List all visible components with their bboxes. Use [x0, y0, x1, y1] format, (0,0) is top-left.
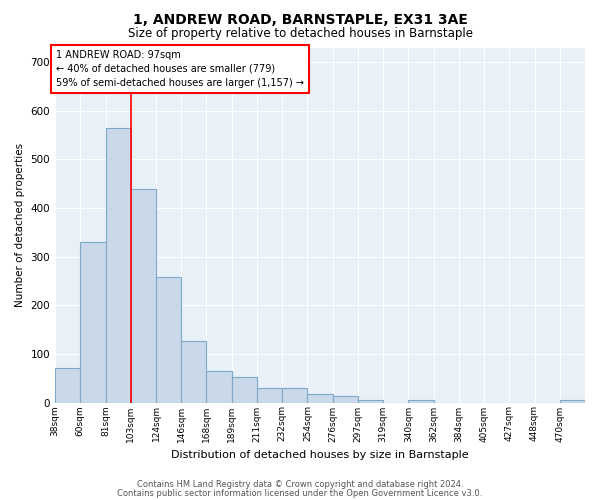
Bar [156, 277, 181, 402]
Bar [282, 388, 307, 402]
Bar [106, 128, 131, 402]
Bar [560, 400, 585, 402]
Bar [409, 400, 434, 402]
Text: Size of property relative to detached houses in Barnstaple: Size of property relative to detached ho… [128, 28, 473, 40]
Text: Contains HM Land Registry data © Crown copyright and database right 2024.: Contains HM Land Registry data © Crown c… [137, 480, 463, 489]
Bar [307, 394, 332, 402]
Bar [181, 341, 206, 402]
Text: Contains public sector information licensed under the Open Government Licence v3: Contains public sector information licen… [118, 488, 482, 498]
Bar [131, 188, 156, 402]
Bar [257, 388, 282, 402]
X-axis label: Distribution of detached houses by size in Barnstaple: Distribution of detached houses by size … [171, 450, 469, 460]
Y-axis label: Number of detached properties: Number of detached properties [15, 143, 25, 307]
Text: 1 ANDREW ROAD: 97sqm
← 40% of detached houses are smaller (779)
59% of semi-deta: 1 ANDREW ROAD: 97sqm ← 40% of detached h… [56, 50, 304, 88]
Bar [332, 396, 358, 402]
Bar [80, 242, 106, 402]
Bar [358, 400, 383, 402]
Bar [206, 371, 232, 402]
Text: 1, ANDREW ROAD, BARNSTAPLE, EX31 3AE: 1, ANDREW ROAD, BARNSTAPLE, EX31 3AE [133, 12, 467, 26]
Bar [232, 376, 257, 402]
Bar [55, 368, 80, 402]
